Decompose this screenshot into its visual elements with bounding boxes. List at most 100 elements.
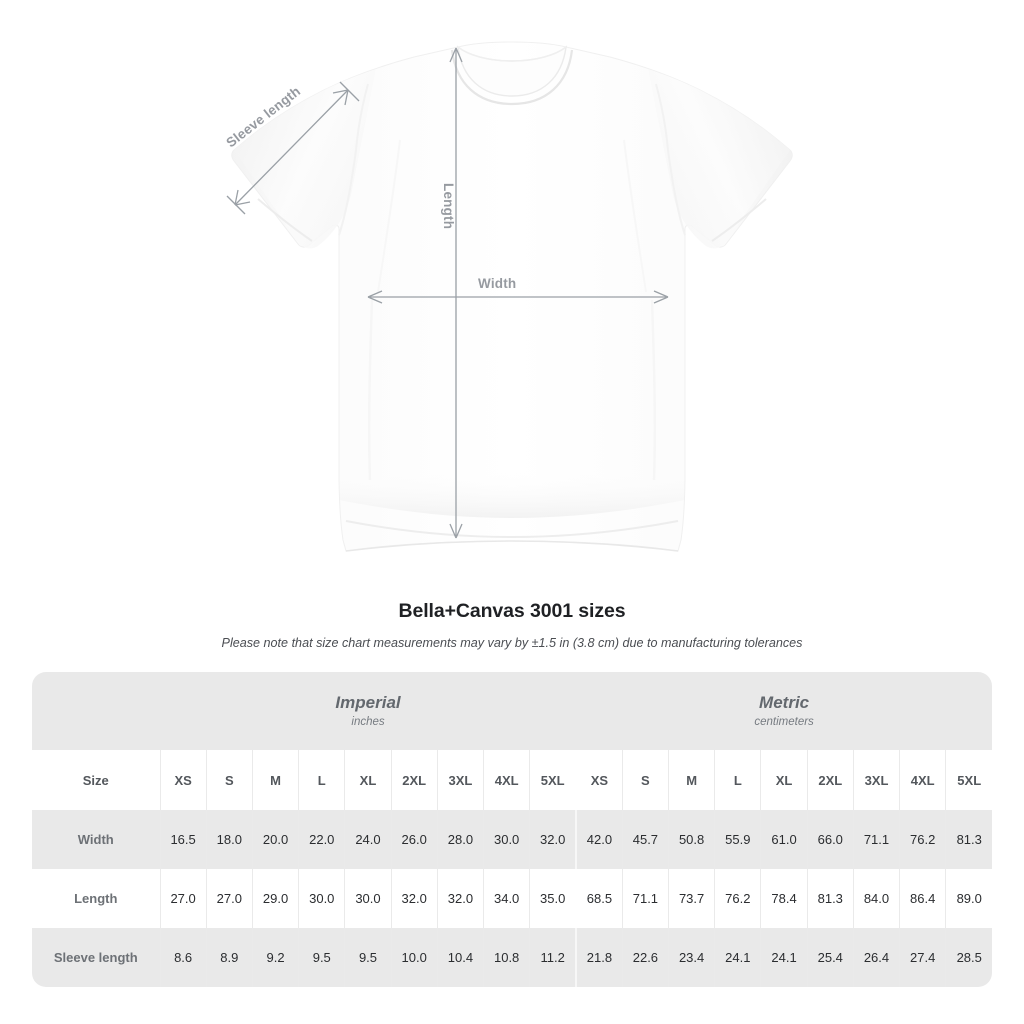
measurement-value: 10.0 bbox=[391, 928, 438, 987]
tshirt-illustration bbox=[226, 41, 793, 552]
size-header-row: Size XS S M L XL 2XL 3XL 4XL 5XL XS S M L XL 2XL 3XL 4XL 5… bbox=[32, 750, 992, 810]
measurement-value: 73.7 bbox=[668, 869, 716, 928]
size-chart-table-card: Imperial inches Metric centimeters Size XS S M L… bbox=[32, 672, 992, 987]
measurement-value: 10.8 bbox=[483, 928, 531, 987]
measurement-value: 84.0 bbox=[853, 869, 901, 928]
system-header-imperial: Imperial inches bbox=[160, 672, 577, 750]
measurement-value: 42.0 bbox=[576, 810, 623, 869]
measurement-value: 20.0 bbox=[252, 810, 300, 869]
measurement-value: 25.4 bbox=[807, 928, 854, 987]
size-column-header: Size bbox=[32, 750, 161, 810]
measurement-value: 30.0 bbox=[344, 869, 392, 928]
size-header-cell: S bbox=[206, 750, 253, 810]
measurement-value: 28.5 bbox=[945, 928, 992, 987]
system-unit: centimeters bbox=[754, 716, 814, 729]
measurement-value: 66.0 bbox=[807, 810, 854, 869]
measurement-label: Length bbox=[32, 869, 161, 928]
measurement-value: 22.6 bbox=[622, 928, 670, 987]
measurement-value: 18.0 bbox=[206, 810, 253, 869]
measurement-value: 30.0 bbox=[483, 810, 531, 869]
size-header-cell: S bbox=[622, 750, 670, 810]
size-header-cell: 5XL bbox=[945, 750, 992, 810]
table-row: Width 16.5 18.0 20.0 22.0 24.0 26.0 28.0 30.0 32.… bbox=[32, 810, 992, 869]
length-arrow bbox=[449, 47, 463, 539]
length-dimension-label: Length bbox=[441, 183, 456, 230]
table-row: Length 27.0 27.0 29.0 30.0 30.0 32.0 32.0 34.0 35… bbox=[32, 869, 992, 928]
size-header-cell: 4XL bbox=[483, 750, 531, 810]
measurement-value: 26.4 bbox=[853, 928, 901, 987]
size-header-cell: 3XL bbox=[437, 750, 485, 810]
size-header-cell: 5XL bbox=[529, 750, 578, 810]
size-header-cell: 2XL bbox=[807, 750, 854, 810]
measurement-value: 24.1 bbox=[714, 928, 762, 987]
width-arrow bbox=[367, 290, 669, 304]
measurement-value: 81.3 bbox=[807, 869, 854, 928]
measurement-value: 86.4 bbox=[899, 869, 947, 928]
width-dimension-label: Width bbox=[478, 276, 517, 291]
system-header-spacer bbox=[32, 672, 160, 750]
measurement-value: 9.2 bbox=[252, 928, 300, 987]
measurement-value: 76.2 bbox=[714, 869, 762, 928]
measurement-value: 26.0 bbox=[391, 810, 438, 869]
measurement-value: 23.4 bbox=[668, 928, 716, 987]
measurement-value: 71.1 bbox=[622, 869, 670, 928]
measurement-value: 30.0 bbox=[298, 869, 346, 928]
size-header-cell: XL bbox=[344, 750, 392, 810]
measurement-value: 81.3 bbox=[945, 810, 992, 869]
tolerance-note: Please note that size chart measurements… bbox=[221, 636, 803, 650]
measurement-value: 16.5 bbox=[160, 810, 207, 869]
size-header-cell: M bbox=[668, 750, 716, 810]
size-header-cell: XS bbox=[160, 750, 207, 810]
measurement-value: 71.1 bbox=[853, 810, 901, 869]
measurement-value: 61.0 bbox=[760, 810, 808, 869]
measurement-value: 29.0 bbox=[252, 869, 300, 928]
measurement-value: 50.8 bbox=[668, 810, 716, 869]
measurement-value: 24.0 bbox=[344, 810, 392, 869]
measurement-value: 32.0 bbox=[529, 810, 578, 869]
measurement-value: 78.4 bbox=[760, 869, 808, 928]
measurement-value: 22.0 bbox=[298, 810, 346, 869]
system-name: Metric bbox=[759, 692, 810, 712]
measurement-label: Sleeve length bbox=[32, 928, 161, 987]
measurement-label: Width bbox=[32, 810, 161, 869]
size-header-cell: 3XL bbox=[853, 750, 901, 810]
measurement-value: 68.5 bbox=[576, 869, 623, 928]
measurement-value: 24.1 bbox=[760, 928, 808, 987]
measurement-value: 27.0 bbox=[160, 869, 207, 928]
measurement-value: 55.9 bbox=[714, 810, 762, 869]
measurement-value: 28.0 bbox=[437, 810, 485, 869]
size-chart-diagram: Sleeve length Length Width bbox=[223, 41, 793, 552]
system-name: Imperial bbox=[335, 692, 401, 712]
measurement-value: 45.7 bbox=[622, 810, 670, 869]
system-header-row: Imperial inches Metric centimeters bbox=[32, 672, 992, 750]
size-header-cell: M bbox=[252, 750, 300, 810]
measurement-value: 8.9 bbox=[206, 928, 253, 987]
measurement-value: 21.8 bbox=[576, 928, 623, 987]
measurement-value: 10.4 bbox=[437, 928, 485, 987]
title-block: Bella+Canvas 3001 sizes Please note that… bbox=[0, 600, 1024, 650]
size-header-cell: 2XL bbox=[391, 750, 438, 810]
size-header-cell: L bbox=[298, 750, 346, 810]
sleeve-length-arrow bbox=[226, 81, 360, 215]
size-header-cell: 4XL bbox=[899, 750, 947, 810]
measurement-value: 32.0 bbox=[437, 869, 485, 928]
measurement-value: 27.0 bbox=[206, 869, 253, 928]
system-header-metric: Metric centimeters bbox=[576, 672, 992, 750]
measurement-value: 34.0 bbox=[483, 869, 531, 928]
measurement-value: 9.5 bbox=[298, 928, 346, 987]
dimension-arrows bbox=[226, 47, 669, 539]
size-chart-table: Imperial inches Metric centimeters Size XS S M L… bbox=[32, 672, 992, 987]
table-row: Sleeve length 8.6 8.9 9.2 9.5 9.5 10.0 10.4 10.8… bbox=[32, 928, 992, 987]
measurement-value: 89.0 bbox=[945, 869, 992, 928]
size-header-cell: L bbox=[714, 750, 762, 810]
size-header-cell: XL bbox=[760, 750, 808, 810]
measurement-value: 35.0 bbox=[529, 869, 578, 928]
size-header-cell: XS bbox=[576, 750, 623, 810]
system-unit: inches bbox=[351, 716, 385, 729]
page-title: Bella+Canvas 3001 sizes bbox=[398, 600, 626, 622]
measurement-value: 11.2 bbox=[529, 928, 578, 987]
measurement-value: 8.6 bbox=[160, 928, 207, 987]
measurement-value: 32.0 bbox=[391, 869, 438, 928]
measurement-value: 9.5 bbox=[344, 928, 392, 987]
measurement-value: 27.4 bbox=[899, 928, 947, 987]
